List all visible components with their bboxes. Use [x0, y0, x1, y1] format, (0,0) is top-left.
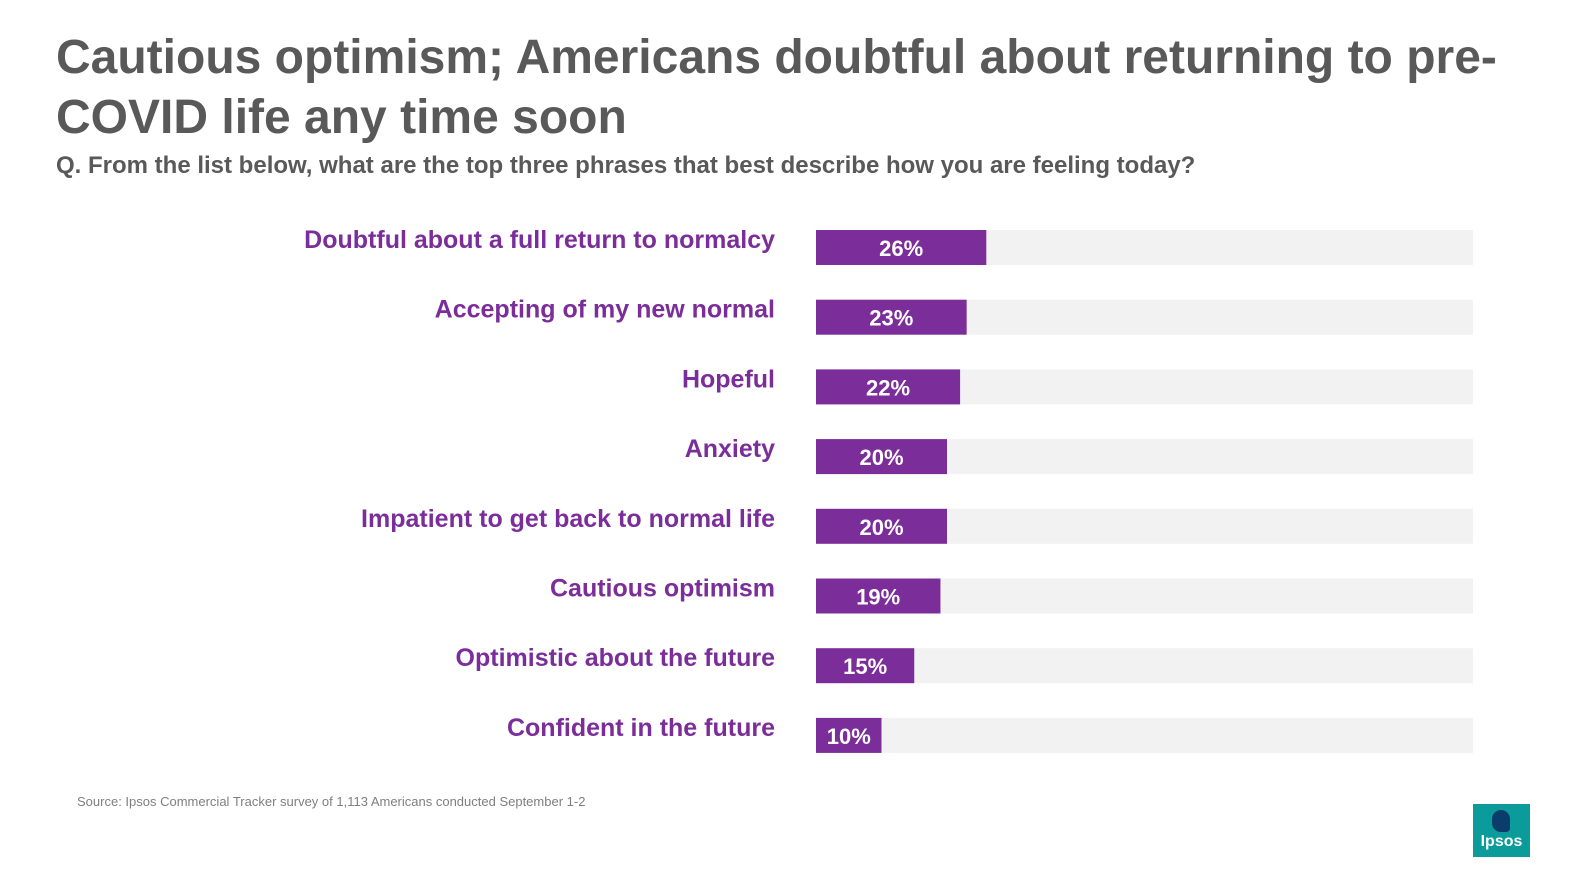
bar-track [816, 717, 1473, 753]
bar [816, 299, 967, 335]
data-label: 23% [869, 306, 913, 331]
bar [816, 369, 961, 405]
bar [816, 578, 941, 614]
data-label: 19% [856, 585, 900, 610]
data-label: 22% [866, 375, 910, 400]
bar [816, 648, 915, 684]
bar [816, 717, 882, 753]
category-label: Confident in the future [507, 714, 775, 742]
category-label: Anxiety [685, 435, 775, 463]
data-label: 20% [859, 515, 903, 540]
data-label: 20% [859, 445, 903, 470]
data-label: 15% [843, 654, 887, 679]
category-label: Optimistic about the future [456, 644, 776, 672]
category-label: Impatient to get back to normal life [361, 505, 775, 533]
bar [816, 508, 947, 544]
category-label: Doubtful about a full return to normalcy [304, 226, 775, 254]
source-note: Source: Ipsos Commercial Tracker survey … [77, 794, 586, 809]
category-label: Cautious optimism [550, 575, 775, 603]
question-subtitle: Q. From the list below, what are the top… [56, 152, 1196, 179]
logo-wordmark: Ipsos [1480, 833, 1523, 850]
bar-track [816, 648, 1473, 684]
category-label: Accepting of my new normal [435, 296, 775, 324]
logo-mark-icon [1492, 810, 1510, 832]
bar [816, 230, 987, 265]
data-label: 26% [879, 236, 923, 261]
ipsos-logo: Ipsos [1473, 804, 1530, 857]
category-label: Hopeful [682, 365, 775, 393]
page-title: Cautious optimism; Americans doubtful ab… [56, 31, 1497, 144]
bar [816, 439, 947, 475]
data-label: 10% [827, 724, 871, 749]
